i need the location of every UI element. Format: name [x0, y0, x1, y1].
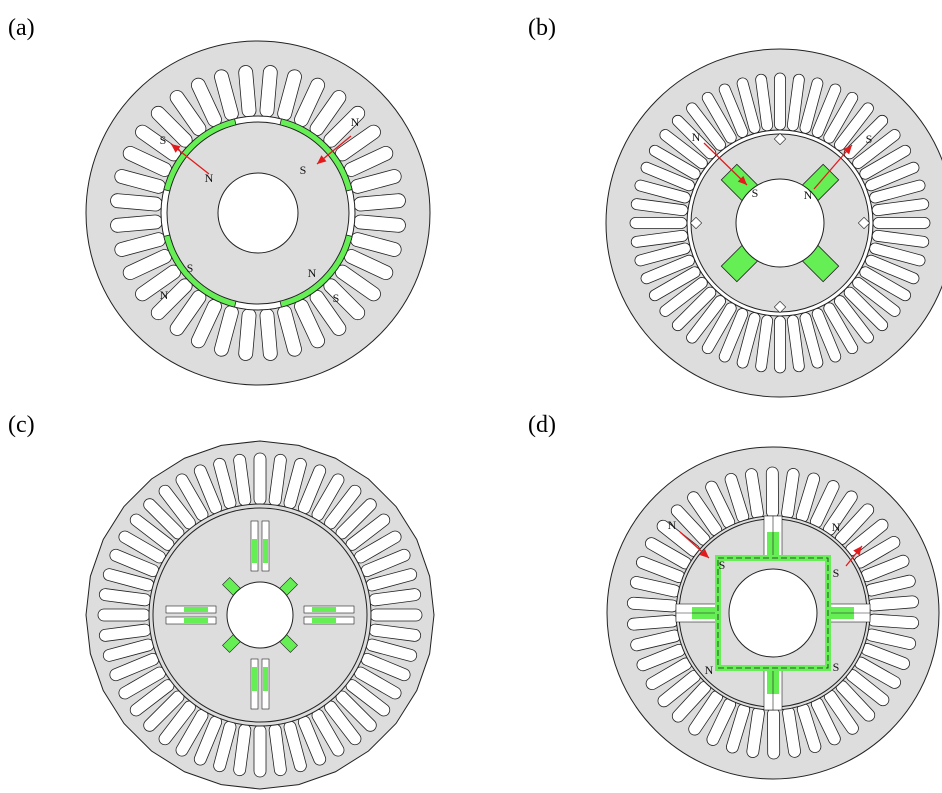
pole-label: N — [668, 518, 677, 532]
panel-label-b: (b) — [528, 15, 556, 41]
stator-slots-c — [97, 452, 423, 778]
magnetization-arrow — [170, 143, 210, 175]
magnet-bar — [252, 539, 257, 563]
stator-slot — [774, 315, 786, 374]
shaft-hole — [217, 172, 299, 254]
pole-label: S — [187, 261, 194, 275]
pole-label: S — [833, 566, 840, 580]
magnetization-arrow — [316, 135, 352, 165]
permanent-magnets — [675, 515, 871, 711]
stator-slot — [253, 452, 267, 506]
pole-label: S — [333, 291, 340, 305]
pole-label: S — [719, 558, 726, 572]
magnet-arc — [279, 118, 353, 192]
magnet-arc — [163, 118, 237, 192]
pole-label: N — [692, 130, 701, 144]
magnet-bar — [263, 539, 268, 563]
pole-label: N — [160, 288, 169, 302]
pole-label: N — [832, 520, 841, 534]
stator-slot — [253, 724, 267, 778]
stator-slots-a — [110, 65, 406, 361]
flux-barrier — [689, 216, 703, 230]
flux-barrier — [773, 300, 787, 314]
magnet-bar — [184, 618, 208, 623]
pole-label: S — [300, 163, 307, 177]
stator-slot — [767, 707, 781, 760]
magnetization-arrow — [813, 144, 853, 190]
pole-label: S — [866, 132, 873, 146]
stator-slot — [765, 466, 779, 519]
magnet-arc — [163, 234, 237, 308]
pole-label: N — [308, 266, 317, 280]
pole-label: S — [752, 186, 759, 200]
permanent-magnets — [163, 118, 353, 308]
panel-label-d: (d) — [528, 412, 556, 438]
magnet-bar — [312, 607, 336, 612]
magnetization-arrow — [679, 531, 710, 559]
pole-label: N — [804, 188, 813, 202]
pole-label: N — [205, 171, 214, 185]
motor-diagram-d: N S N S N S — [606, 446, 940, 780]
stator-slot — [872, 217, 931, 229]
flux-barrier — [773, 132, 787, 146]
magnetization-arrow — [703, 142, 748, 186]
magnet-bar — [312, 618, 336, 623]
panel-label-c: (c) — [8, 412, 35, 438]
pole-label: N — [351, 115, 360, 129]
stator-slot — [774, 72, 786, 131]
stator-slots-d — [626, 466, 920, 760]
pole-label: S — [160, 133, 167, 147]
magnet-bar — [252, 667, 257, 691]
stator-slot — [97, 608, 151, 622]
magnet-bar — [184, 607, 208, 612]
motor-diagram-b: N S N S — [605, 48, 942, 398]
motor-diagram-a: N S N S N S N S — [85, 40, 431, 386]
shaft-hole — [735, 178, 825, 268]
stator-slot — [629, 217, 688, 229]
magnet-arc — [279, 234, 353, 308]
magnetization-arrow — [845, 545, 863, 567]
magnet-bar — [263, 667, 268, 691]
motor-diagram-c — [85, 440, 435, 790]
shaft-hole — [226, 581, 294, 649]
panel-label-a: (a) — [8, 15, 35, 41]
flux-barrier — [857, 216, 871, 230]
shaft-hole — [728, 568, 818, 658]
stator-slot — [369, 608, 423, 622]
pole-label: S — [833, 660, 840, 674]
pole-label: N — [705, 663, 714, 677]
